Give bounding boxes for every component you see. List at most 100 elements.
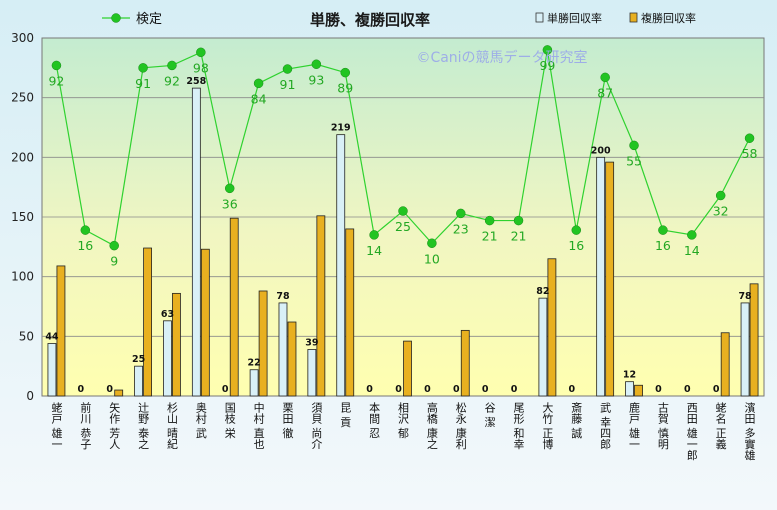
x-tick-label: 栗田 徹: [281, 402, 294, 439]
test-point: [513, 215, 524, 226]
x-tick-label: 古賀 慎明: [656, 402, 669, 450]
x-tick-label: 西田 雄一郎: [685, 402, 698, 461]
bar-win: [134, 365, 143, 397]
test-point: [687, 230, 697, 240]
data-label-win: 200: [591, 145, 611, 156]
test-label: 32: [713, 204, 729, 219]
x-tick-label: 高橋 康之: [425, 401, 438, 450]
test-label: 92: [48, 73, 64, 88]
test-point: [715, 190, 726, 201]
test-label: 84: [251, 91, 267, 106]
test-label: 93: [308, 72, 324, 87]
x-tick-label: 中村 直也: [252, 402, 265, 450]
data-label-win: 0: [78, 384, 85, 395]
bar-win: [191, 87, 201, 397]
x-tick-label: 蛯名 正義: [714, 402, 727, 450]
test-point: [427, 238, 437, 249]
test-point: [484, 215, 495, 226]
test-label: 10: [424, 251, 440, 266]
data-label-win: 39: [305, 337, 318, 348]
x-tick-label: 武 幸四郎: [599, 402, 612, 450]
bar-place: [634, 384, 643, 397]
data-label-win: 0: [395, 384, 402, 395]
x-tick-label: 奥村 武: [194, 401, 207, 439]
y-tick-label: 0: [26, 389, 34, 403]
bar-win: [336, 134, 346, 397]
bar-place: [114, 389, 124, 397]
data-label-win: 82: [536, 286, 549, 297]
bar-place: [258, 290, 268, 397]
data-label-win: 0: [655, 384, 662, 395]
bar-place: [316, 215, 326, 397]
test-label: 89: [337, 81, 353, 96]
x-tick-label: 濱田 多實雄: [743, 401, 756, 461]
legend-swatch-place: [629, 12, 638, 23]
test-label: 99: [539, 58, 555, 73]
x-tick-label: 尾形 和幸: [512, 402, 525, 450]
test-label: 87: [597, 85, 613, 100]
x-tick-label: 国枝 栄: [223, 402, 236, 439]
bar-win: [740, 302, 750, 397]
test-point: [224, 183, 235, 194]
test-point: [138, 63, 148, 73]
line-layer: [51, 45, 755, 251]
data-label-win: 63: [161, 309, 174, 320]
bar-win: [249, 369, 259, 397]
bar-win: [625, 381, 634, 397]
x-tick-label: 鹿戸 雄一: [628, 401, 641, 450]
legend-label-line: 検定: [136, 12, 162, 27]
y-tick-label: 100: [11, 270, 34, 284]
test-label: 16: [568, 238, 584, 253]
test-label: 58: [742, 146, 758, 161]
bar-win: [596, 156, 606, 397]
test-label: 91: [135, 76, 151, 91]
test-point: [282, 64, 293, 74]
y-tick-label: 150: [11, 210, 34, 224]
bar-win: [163, 320, 172, 397]
y-tick-label: 50: [19, 329, 34, 343]
test-label: 21: [511, 229, 527, 244]
data-label-win: 258: [186, 76, 206, 87]
bar-place: [200, 248, 210, 397]
x-tick-label: 昆 貢: [339, 402, 352, 428]
data-label-win: 0: [568, 384, 575, 395]
x-tick-label: 斎藤 誠: [570, 401, 583, 439]
bar-place: [172, 292, 181, 397]
data-label-win: 0: [713, 384, 720, 395]
data-label-win: 0: [366, 384, 373, 395]
bar-place: [56, 265, 66, 397]
bar-win: [47, 343, 57, 397]
x-tick-label: 蛯戸 雄一: [50, 402, 63, 450]
x-tick-label: 辻野 泰之: [137, 401, 150, 450]
data-label-win: 0: [106, 384, 113, 395]
test-label: 16: [655, 238, 671, 253]
test-point: [744, 133, 755, 143]
test-point: [629, 140, 639, 151]
bar-win: [538, 297, 548, 397]
bar-win: [278, 302, 288, 397]
test-label: 14: [366, 243, 382, 258]
y-tick-label: 250: [11, 91, 34, 105]
test-point: [51, 60, 62, 71]
data-label-win: 25: [132, 354, 145, 365]
bar-place: [287, 321, 297, 397]
data-label-win: 78: [738, 291, 752, 302]
data-label-win: 0: [684, 384, 691, 395]
test-point: [253, 78, 264, 89]
legend: 検定 単勝回収率 複勝回収率: [102, 11, 696, 27]
x-tick-label: 相沢 郁: [397, 402, 410, 439]
test-point: [658, 225, 668, 235]
bar-layer: [47, 87, 759, 397]
chart-title: 単勝、複勝回収率: [310, 11, 430, 29]
x-tick-label: 本間 忍: [368, 401, 381, 439]
bar-win: [307, 349, 317, 397]
test-point: [456, 208, 466, 219]
grid-lines: [42, 97, 764, 337]
test-label: 98: [193, 60, 209, 75]
legend-swatch-win: [535, 12, 544, 23]
test-point: [398, 206, 408, 216]
data-label-win: 0: [424, 384, 431, 395]
